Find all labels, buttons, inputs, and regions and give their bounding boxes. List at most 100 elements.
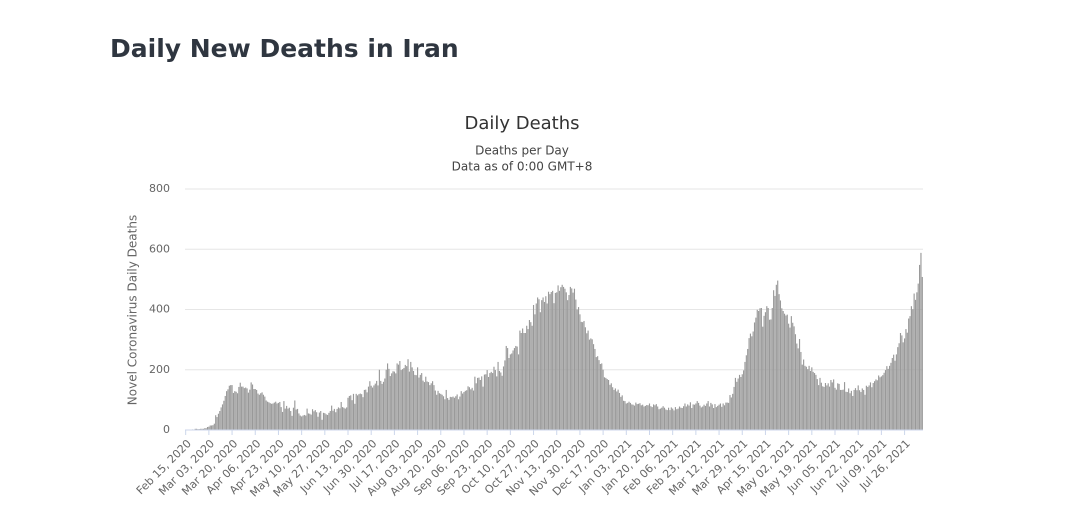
bar [442,396,445,430]
bar [812,371,814,430]
bar [714,404,716,430]
bar [601,363,603,430]
bar [635,402,637,430]
bar [483,374,486,430]
bar [427,382,430,430]
bar [646,404,648,430]
bar [633,405,636,430]
bar [441,394,443,430]
bar [774,295,776,430]
y-tick-label: 400 [149,303,170,316]
bar [792,322,794,430]
bar [569,286,571,430]
bar [753,322,756,430]
bar [632,404,634,430]
bar [545,296,547,430]
bar [513,348,516,430]
bar [388,368,390,430]
bar [661,407,663,430]
bar [504,360,506,430]
bar [224,395,226,430]
bar [317,416,319,430]
bar [502,366,505,430]
bar [883,372,885,430]
bar [355,393,357,430]
bar [556,292,558,430]
bar [640,405,642,430]
bar [296,408,299,430]
bar [329,411,331,430]
bar [429,385,431,430]
bar [908,318,910,430]
bar [607,379,610,430]
bar [453,397,455,430]
bar [479,379,481,430]
bar [579,314,581,430]
bar [760,307,762,430]
bar [539,312,541,430]
bar [490,371,492,430]
bar [612,387,614,430]
bar [384,378,386,430]
bar [775,284,777,430]
bar [648,403,651,430]
bar [771,307,773,430]
bar [553,303,555,430]
bar [554,292,556,430]
bar [708,406,711,430]
bar [449,396,451,430]
bar [748,338,750,430]
bar [421,373,423,430]
bar [408,371,410,430]
bar [303,414,305,430]
bar [298,413,300,430]
bar [789,327,791,430]
bar [592,344,595,430]
bar [373,385,375,430]
bar [827,383,829,430]
bar [617,389,619,430]
bar [406,366,408,430]
bar [487,376,490,430]
bar [352,393,355,430]
bar [474,376,476,430]
bar [755,317,757,430]
bar [869,382,872,430]
bar [415,375,417,430]
y-axis-label: Novel Coronavirus Daily Deaths [126,215,140,405]
bar [650,406,652,430]
bar [867,386,869,430]
bar [290,411,292,430]
bar [584,327,586,430]
bar [245,387,247,430]
bar [336,408,338,430]
bar [201,428,203,430]
bar [833,379,835,430]
bar [609,384,611,430]
bar [767,307,769,430]
bar [901,335,903,430]
bar [354,403,356,430]
bar [564,288,566,430]
bar [311,409,314,430]
bar [603,377,606,430]
bar [670,407,672,430]
bar [625,403,627,430]
bar [370,385,372,430]
bar [457,399,460,430]
bar [688,405,690,430]
bar [426,381,428,430]
bar [822,386,824,430]
y-tick-label: 0 [163,423,170,436]
bar [325,414,327,430]
bar [659,408,661,430]
bar [860,392,862,430]
bar [507,348,509,430]
bar [779,300,782,430]
bar [759,308,761,430]
bar [273,402,275,430]
bar [288,407,290,430]
bar [279,401,281,430]
bar [397,364,400,430]
bar [803,359,805,430]
